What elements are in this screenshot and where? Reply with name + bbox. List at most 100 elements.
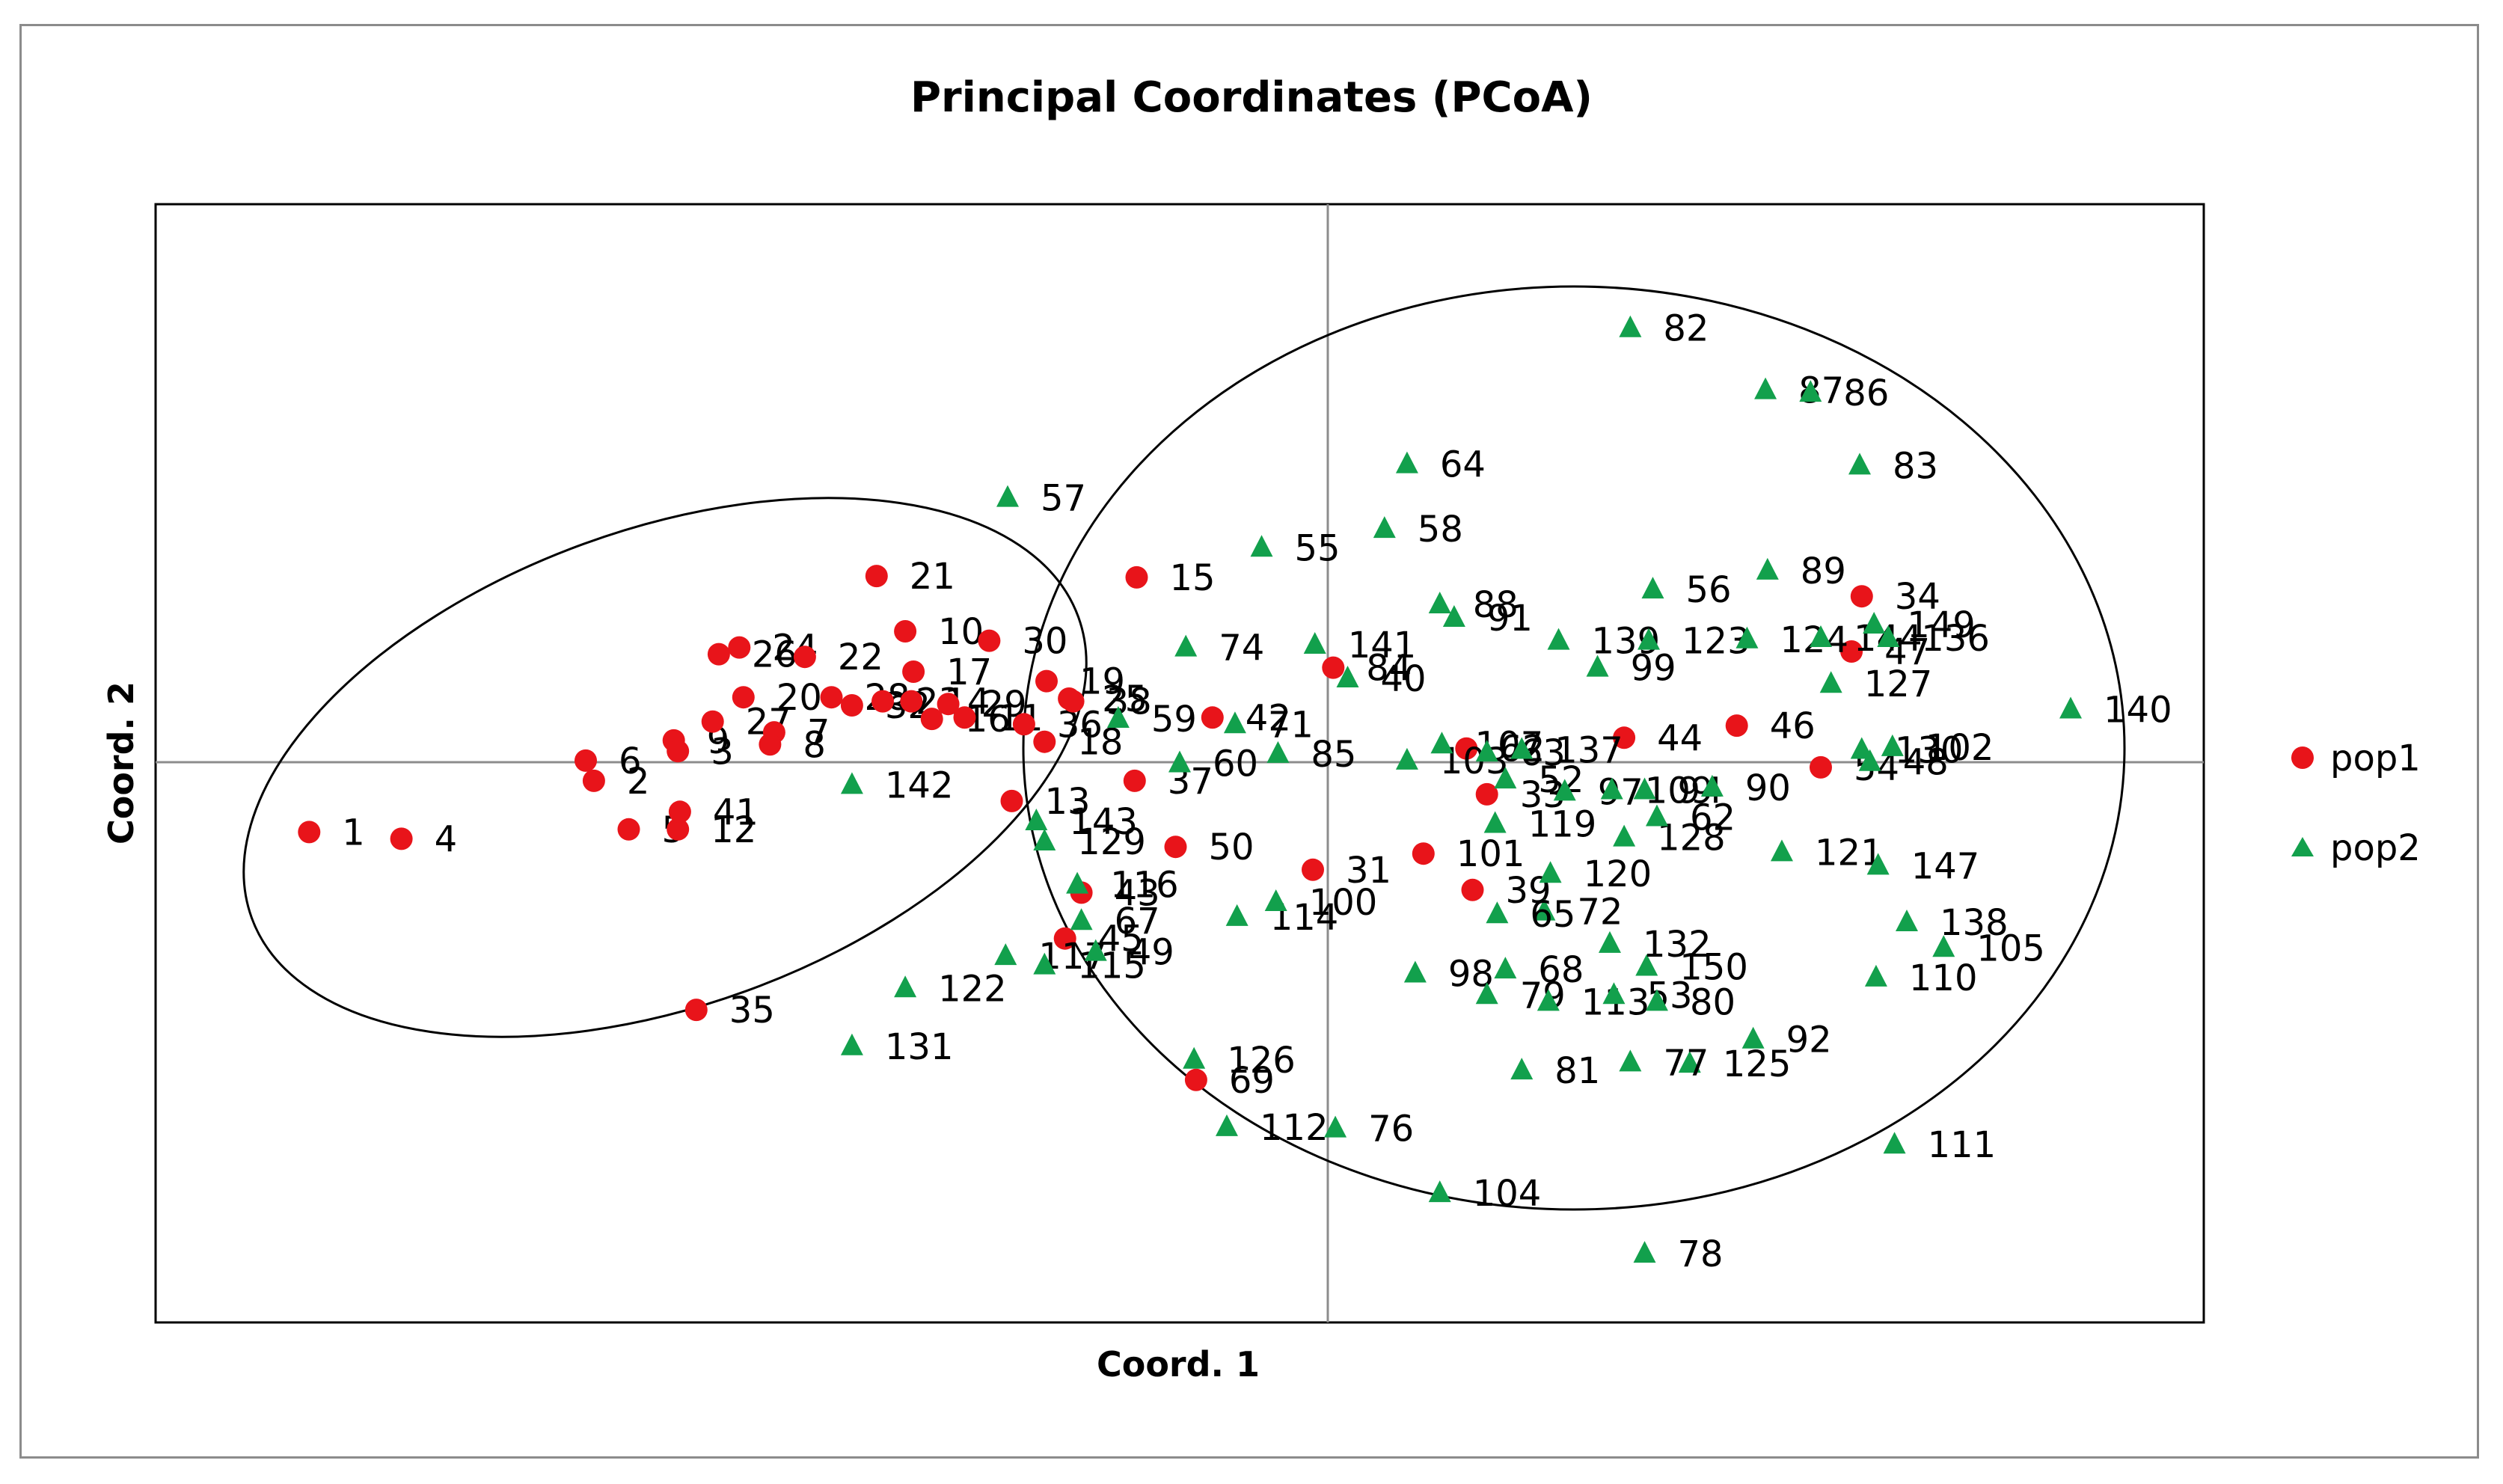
pop2-point-label-47: 130 [1895,730,1964,772]
pop1-point-29 [1000,789,1023,812]
pop1-point-label-14: 8 [803,724,826,766]
pop1-point-50 [1810,755,1832,779]
pop2-point-label-20: 85 [1311,734,1356,776]
pop1-point-label-35: 25 [1102,678,1148,720]
pop1-point-label-38: 50 [1209,827,1254,868]
pop2-point-label-52: 147 [1911,845,1980,887]
pop1-point-44 [1461,878,1484,901]
pop2-point-23 [1428,591,1451,613]
pop2-point-67 [1598,930,1621,953]
pop2-point-label-70: 125 [1723,1043,1792,1085]
pop2-point-41 [1809,625,1832,647]
pop1-point-8 [667,740,690,763]
pop1-point-label-48: 46 [1770,705,1816,747]
pop1-point-label-33: 17 [946,651,992,693]
pop2-point-label-5: 115 [1077,945,1146,987]
pop2-point-label-23: 88 [1473,584,1519,626]
pop1-point-3 [582,769,605,792]
pop1-point-label-32: 35 [729,990,775,1031]
y-axis-title: Coord. 2 [101,681,141,844]
pop2-point-65 [1602,982,1626,1005]
pop2-point-label-19: 40 [1381,658,1427,700]
pop1-point-25 [978,629,1001,652]
pop2-point-60 [1848,453,1872,475]
pop2-point-label-54: 105 [1976,927,2045,969]
pop2-point-label-42: 89 [1801,551,1846,592]
pop2-point-71 [1619,1049,1642,1072]
pop2-point-label-72: 81 [1554,1050,1600,1092]
pop1-point-9 [701,710,724,733]
pop1-point-48 [1725,714,1748,738]
pop2-point-45 [1819,671,1842,693]
pop1-point-label-18: 21 [910,556,955,598]
pop1-point-label-47: 44 [1657,717,1703,759]
pop2-point-label-18: 141 [1348,625,1417,666]
pop2-point-14 [1223,711,1246,734]
pop1-point-45 [1475,782,1498,806]
pop2-point-label-55: 110 [1909,957,1978,999]
pop1-point-20 [894,620,917,643]
pop2-point-label-24: 91 [1487,598,1533,640]
pop2-point-label-39: 56 [1686,569,1732,611]
pop2-point-label-34: 128 [1657,818,1726,859]
pop2-point-label-13: 74 [1219,628,1264,669]
pop2-point-64 [1537,989,1560,1011]
pop2-point-42 [1756,557,1779,580]
pop2-point-label-74: 100 [1309,882,1378,924]
pop2-point-label-35: 62 [1690,797,1735,839]
pop2-point-72 [1510,1058,1534,1080]
pop2-point-47 [1850,737,1873,759]
pop1-cluster-ellipse [242,497,1088,1038]
pop2-cluster-ellipse [1022,285,2126,1211]
pop1-point-label-27: 19 [1079,661,1125,703]
pop1-point-23 [937,693,960,716]
pop2-point-53 [1895,910,1918,932]
pop2-point-70 [1678,1051,1701,1073]
pop1-point-label-25: 30 [1022,621,1067,663]
pop1-point-label-8: 3 [711,731,734,773]
pop2-point-label-57: 82 [1663,308,1709,350]
pop1-point-26 [1012,713,1035,736]
pop2-point-label-79: 104 [1473,1173,1542,1215]
pop2-point-1 [840,772,863,794]
pop1-point-label-29: 13 [1045,781,1091,823]
pop1-point-5 [667,818,690,841]
pop2-point-62 [1494,957,1517,979]
pop1-point-label-6: 41 [713,791,759,833]
pop1-point-40 [1302,858,1324,881]
pop1-point-label-37: 45 [1098,919,1144,960]
pop1-point-49 [1840,640,1863,663]
pop2-point-label-15: 55 [1295,527,1341,569]
pop1-point-27 [1035,669,1058,693]
pop1-point-label-15: 22 [838,637,883,678]
pop2-point-label-1: 142 [885,764,954,806]
chart-title: Principal Coordinates (PCoA) [910,73,1593,122]
legend-pop1-label: pop1 [2330,738,2421,779]
pop1-point-41 [1322,656,1345,679]
pop2-point-label-62: 68 [1538,949,1584,991]
pop2-point-78 [1324,1115,1347,1138]
pop2-point-69 [1741,1026,1765,1049]
pop2-point-label-11: 59 [1151,699,1197,741]
pop1-point-34 [1033,730,1056,753]
pop2-point-73 [1225,904,1249,926]
pop2-point-label-14: 71 [1268,704,1314,746]
pop1-point-2 [575,749,597,772]
pop2-point-46 [2059,696,2083,719]
pop2-point-20 [1266,741,1290,763]
pop1-point-12 [732,686,755,709]
pop2-point-49 [1858,749,1881,771]
pop2-point-56 [1883,1132,1906,1154]
x-axis-title: Coord. 1 [1097,1344,1260,1385]
pop2-point-label-80: 78 [1678,1233,1724,1275]
pop1-point-16 [820,686,843,709]
pop2-point-74 [1264,889,1287,912]
pop2-point-label-32: 109 [1645,770,1714,812]
pop1-point-35 [1058,687,1081,710]
pop1-point-label-42: 101 [1456,833,1525,875]
pop2-point-label-17: 64 [1440,444,1486,486]
pop2-point-label-76: 126 [1227,1040,1296,1082]
pop1-point-42 [1412,842,1435,865]
pop2-point-57 [1619,315,1642,337]
